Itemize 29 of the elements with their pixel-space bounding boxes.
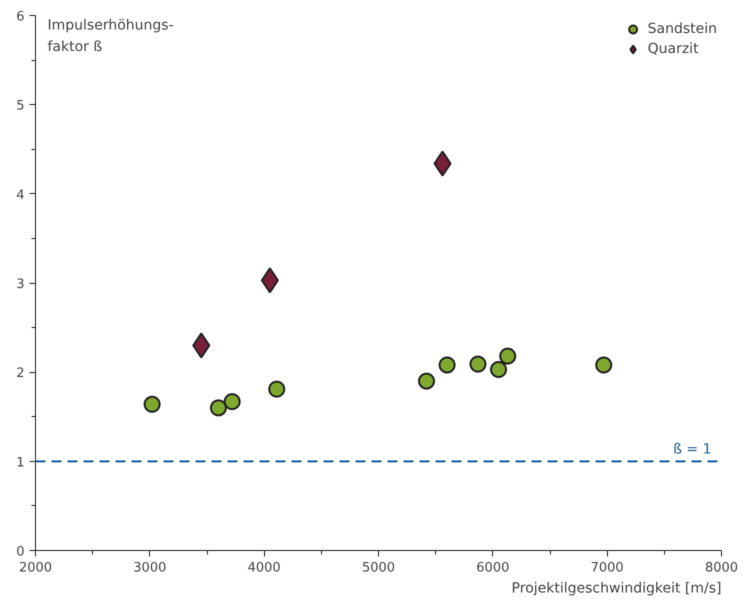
point: [438, 356, 456, 374]
ref-line-label: ß = 1: [673, 441, 712, 458]
point: [499, 348, 516, 365]
x-tick-label: 5000: [362, 560, 396, 576]
y-tick-label: 5: [16, 98, 25, 114]
y-tick-label: 0: [16, 544, 25, 560]
point: [490, 361, 508, 378]
point: [268, 380, 286, 398]
point: [210, 399, 227, 416]
y-tick-label: 2: [16, 366, 25, 382]
point: [469, 356, 486, 373]
y-axis-title: Impulserhöhungs- faktor ß: [48, 18, 174, 56]
point: [224, 393, 241, 410]
x-tick-label: 2000: [18, 560, 52, 576]
y-tick-label: 4: [16, 188, 25, 203]
x-tick-label: 7000: [590, 560, 624, 576]
x-axis-title: Projektilgeschwindigkeit [m/s]: [512, 580, 722, 596]
legend-label: Sandstein: [648, 21, 717, 37]
y-tick-label: 3: [16, 277, 25, 292]
x-tick-label: 6000: [476, 560, 510, 576]
y-tick-label: 1: [16, 455, 25, 470]
point: [595, 356, 612, 374]
x-tick-label: 8000: [704, 560, 738, 576]
y-tick-label: 6: [16, 10, 25, 24]
x-tick-label: 4000: [248, 560, 281, 576]
point: [418, 372, 436, 390]
legend-label: Quarzit: [648, 41, 699, 57]
x-tick-label: 3000: [133, 560, 166, 576]
point: [144, 396, 161, 413]
